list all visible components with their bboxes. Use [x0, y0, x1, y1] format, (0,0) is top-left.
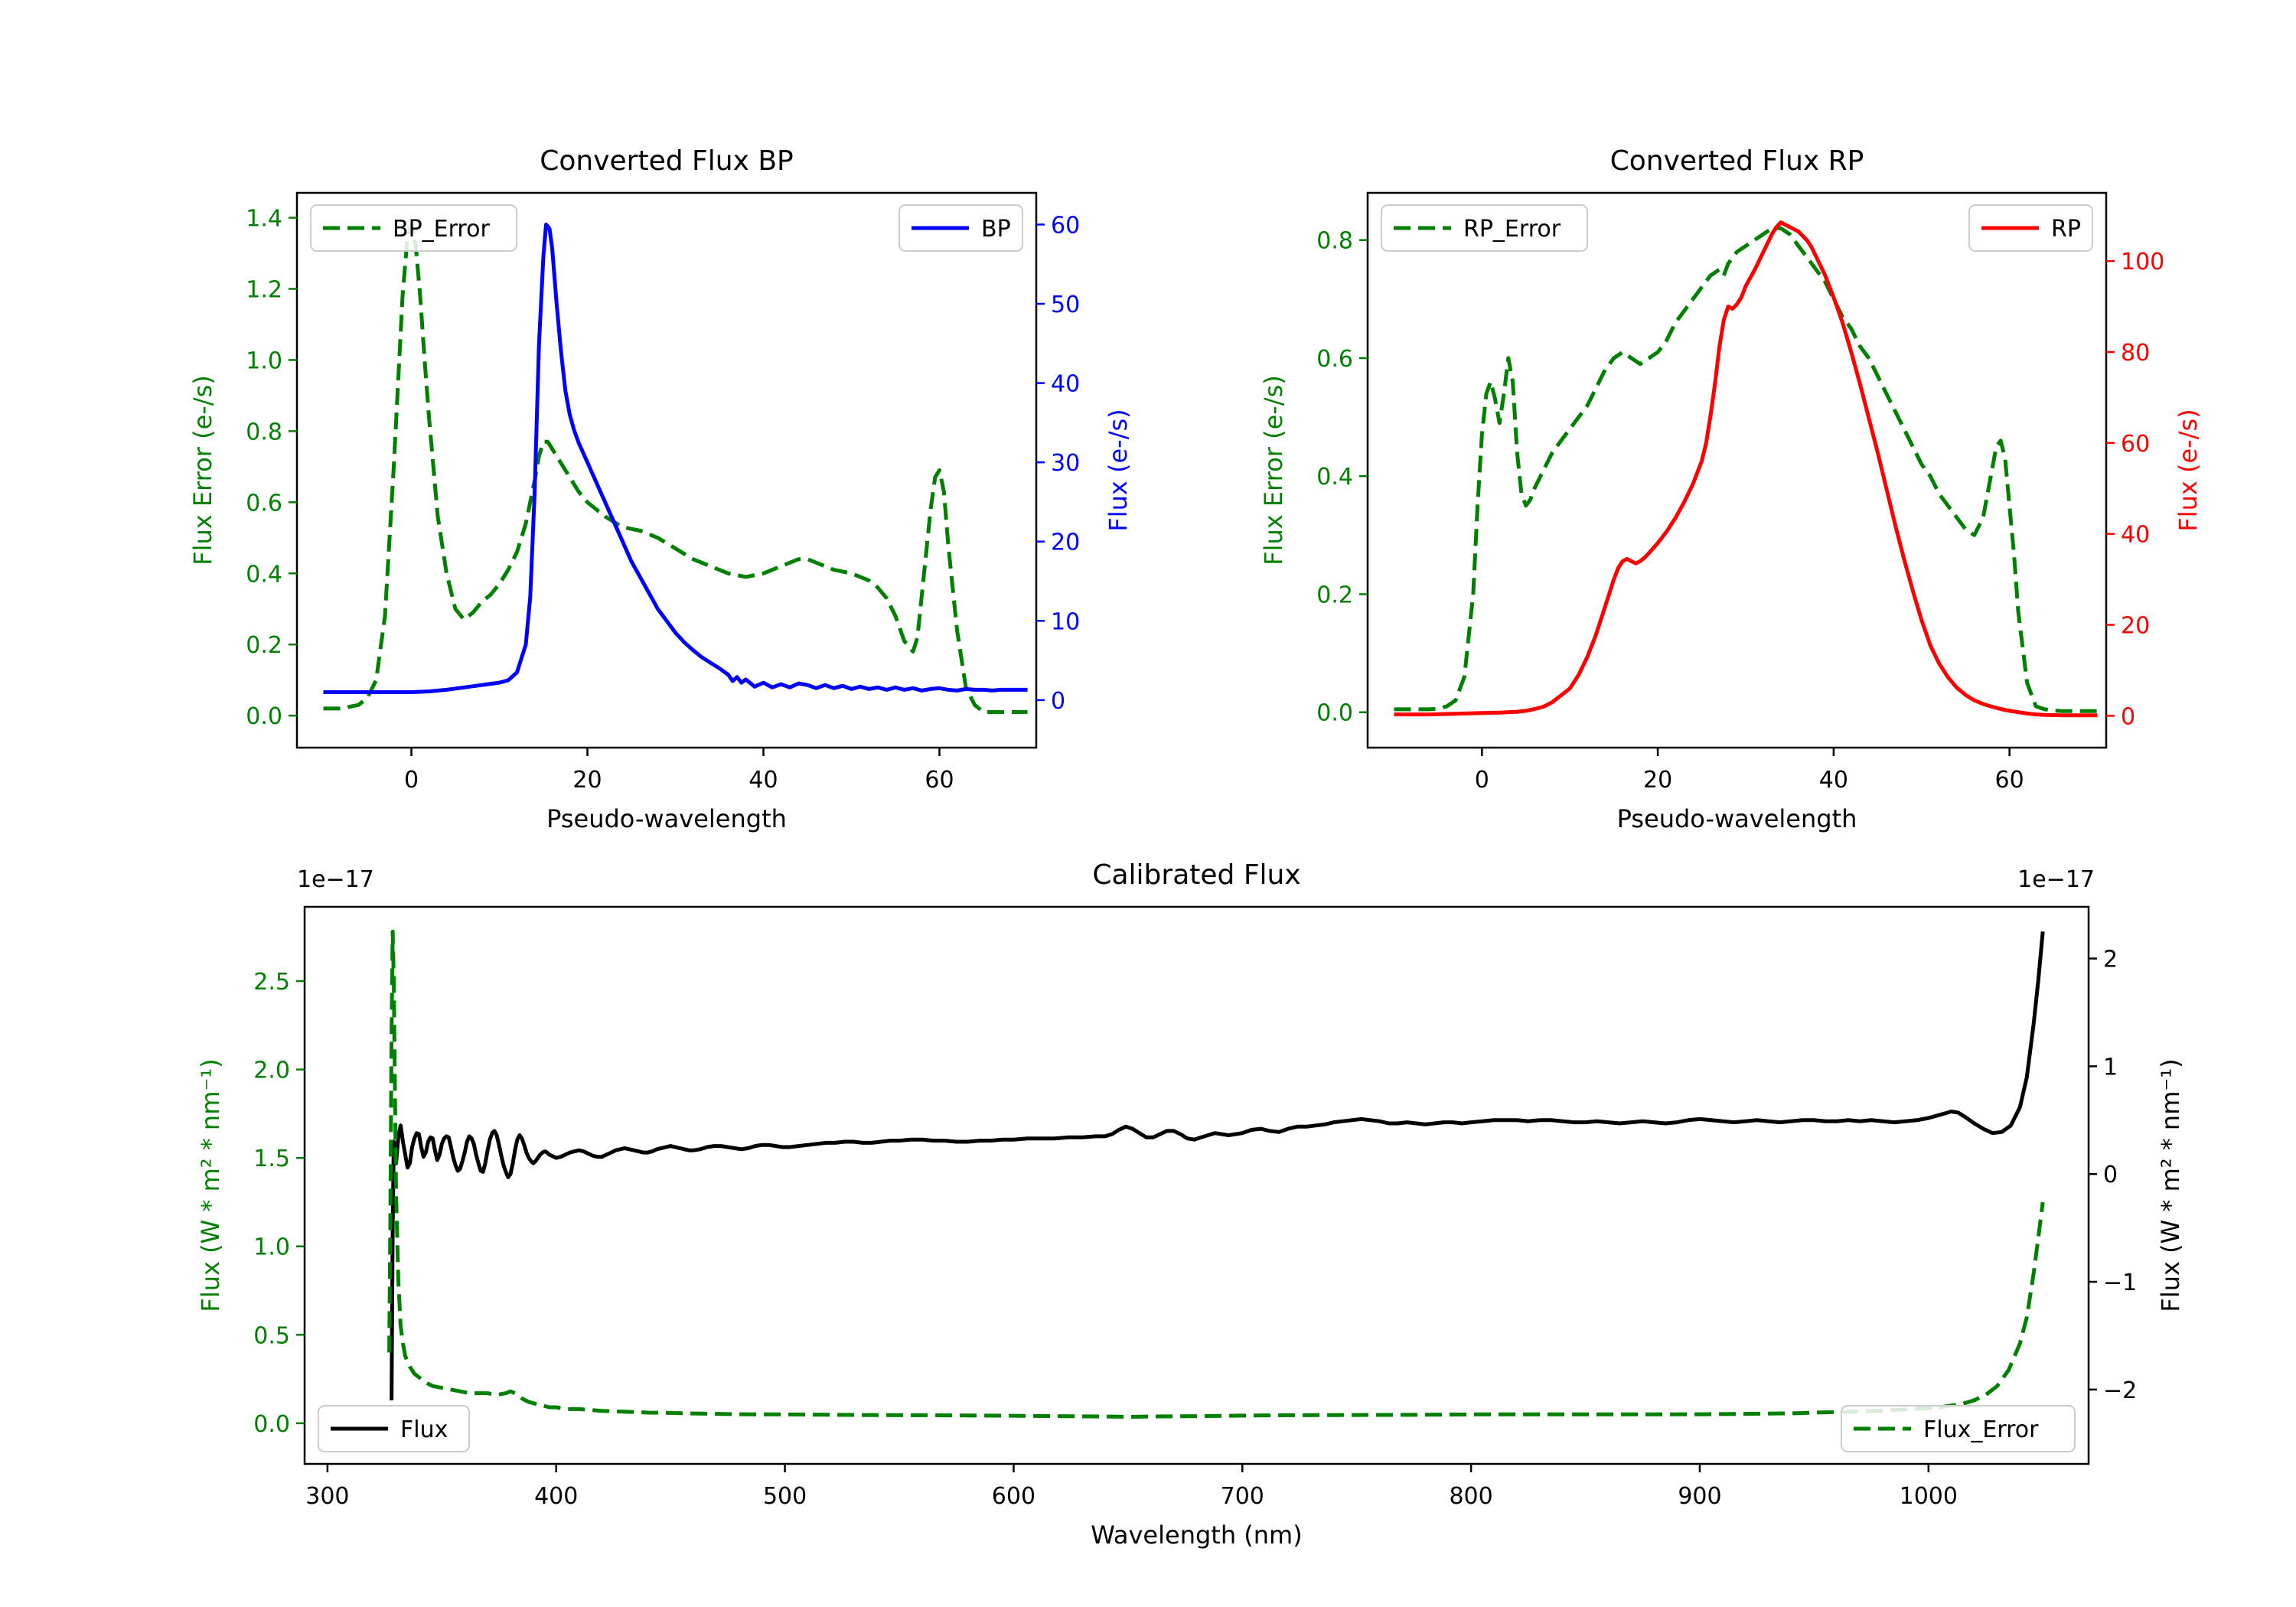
- y-tick-label: 1.0: [246, 347, 282, 374]
- y-tick-label: 0.2: [1316, 582, 1353, 608]
- legend-label: Flux_Error: [1923, 1416, 2039, 1443]
- x-tick-label: 600: [992, 1483, 1035, 1510]
- x-tick-label: 20: [1643, 767, 1672, 794]
- y-tick-label: 0.4: [1316, 464, 1353, 491]
- y-axis-label: Flux Error (e-/s): [1259, 375, 1288, 566]
- x-tick-label: 60: [925, 767, 954, 794]
- y-tick-label: 2.5: [253, 969, 290, 996]
- chart-cal: 300 400 500 600 700 800 900 1000 0.0 0.5 1.0 1.5 2.0…: [196, 859, 2185, 1550]
- x-tick-label: 400: [534, 1483, 578, 1510]
- x-tick-label: 1000: [1900, 1483, 1958, 1510]
- y-tick-label: 0.0: [246, 703, 282, 730]
- y-tick-label: −1: [2103, 1270, 2137, 1296]
- y-tick-label: 0.8: [246, 419, 282, 445]
- chart-title: Calibrated Flux: [1092, 859, 1300, 891]
- y-tick-label: 1.4: [246, 206, 282, 233]
- legend-box: [1381, 204, 1588, 252]
- y-tick-label: 0.8: [1316, 228, 1353, 255]
- y-tick-label: 100: [2121, 249, 2164, 275]
- y-tick-label: −2: [2103, 1377, 2137, 1404]
- y-tick-label: 50: [1051, 292, 1080, 318]
- y-tick-label: 10: [1051, 608, 1080, 635]
- y-axis-label: Flux (e-/s): [2174, 409, 2203, 531]
- y-tick-label: 40: [1051, 371, 1080, 398]
- axes-spines: [295, 191, 1038, 749]
- series-RP: [1394, 220, 2098, 718]
- y-tick-label: 1.2: [246, 276, 282, 303]
- legend-box: [310, 204, 517, 252]
- legend-label: RP_Error: [1463, 216, 1561, 243]
- y-tick-label: 30: [1051, 450, 1080, 477]
- x-tick-label: 700: [1221, 1483, 1264, 1510]
- x-axis-label: Wavelength (nm): [1091, 1521, 1302, 1550]
- y-tick-label: 0.4: [246, 561, 282, 588]
- y-axis-label: Flux (W * m² * nm⁻¹): [196, 1058, 225, 1312]
- y-tick-label: 0: [2103, 1162, 2118, 1188]
- y-tick-label: 0.2: [246, 632, 282, 659]
- axes-spines: [303, 905, 2090, 1465]
- y-tick-label: 0: [1051, 688, 1065, 715]
- y-tick-label: 0.6: [246, 490, 282, 517]
- x-tick-label: 60: [1995, 767, 2024, 794]
- y-tick-label: 0.0: [1316, 700, 1353, 727]
- y-tick-label: 2.0: [253, 1058, 290, 1084]
- y-tick-label: 60: [2121, 431, 2150, 458]
- y-tick-label: 0.0: [253, 1411, 290, 1438]
- y-tick-label: 40: [2121, 522, 2150, 549]
- legend-label: BP: [981, 216, 1011, 243]
- y-tick-label: 1: [2103, 1054, 2118, 1081]
- axes-spines: [1366, 191, 2108, 749]
- y-tick-label: 1.0: [253, 1234, 290, 1261]
- y-axis-label: Flux (W * m² * nm⁻¹): [2156, 1058, 2185, 1312]
- series-BP: [323, 222, 1028, 694]
- legend-box: [1841, 1405, 2076, 1452]
- y-tick-label: 2: [2103, 947, 2118, 973]
- y-tick-label: 20: [2121, 613, 2150, 640]
- series-Flux_Error: [387, 929, 2045, 1419]
- y-tick-label: 80: [2121, 340, 2150, 367]
- series-Flux: [390, 931, 2045, 1400]
- x-tick-label: 300: [305, 1483, 349, 1510]
- axis-offset-text: 1e−17: [297, 866, 374, 893]
- y-axis-label: Flux (e-/s): [1104, 409, 1133, 531]
- chart-title: Converted Flux BP: [540, 145, 793, 177]
- y-tick-label: 0.6: [1316, 346, 1353, 373]
- chart-title: Converted Flux RP: [1610, 145, 1864, 177]
- x-tick-label: 800: [1449, 1483, 1492, 1510]
- x-tick-label: 0: [404, 767, 419, 794]
- series-BP_Error: [323, 223, 1028, 714]
- legend-label: RP: [2051, 216, 2081, 243]
- x-tick-label: 500: [763, 1483, 807, 1510]
- legend-box: [318, 1405, 470, 1452]
- y-tick-label: 60: [1051, 212, 1080, 239]
- legend-label: Flux: [400, 1416, 448, 1443]
- chart-bp: 0 20 40 60 0.0 0.2 0.4 0.6 0.8 1.0 1.2 1.4 Flux Erro…: [188, 145, 1133, 833]
- y-tick-label: 0: [2121, 703, 2135, 730]
- x-tick-label: 40: [748, 767, 778, 794]
- y-tick-label: 1.5: [253, 1146, 290, 1172]
- legend-label: BP_Error: [393, 216, 490, 243]
- x-tick-label: 0: [1475, 767, 1489, 794]
- series-RP_Error: [1394, 226, 2098, 713]
- chart-rp: 0 20 40 60 0.0 0.2 0.4 0.6 0.8 Flux Error (e-/s) 0…: [1259, 145, 2203, 833]
- y-axis-label: Flux Error (e-/s): [188, 375, 217, 566]
- x-tick-label: 20: [572, 767, 602, 794]
- x-tick-label: 900: [1678, 1483, 1721, 1510]
- axis-offset-text: 1e−17: [2017, 866, 2095, 893]
- y-tick-label: 0.5: [253, 1322, 290, 1349]
- x-tick-label: 40: [1819, 767, 1848, 794]
- x-axis-label: Pseudo-wavelength: [1617, 804, 1857, 833]
- y-tick-label: 20: [1051, 530, 1080, 556]
- x-axis-label: Pseudo-wavelength: [546, 804, 787, 833]
